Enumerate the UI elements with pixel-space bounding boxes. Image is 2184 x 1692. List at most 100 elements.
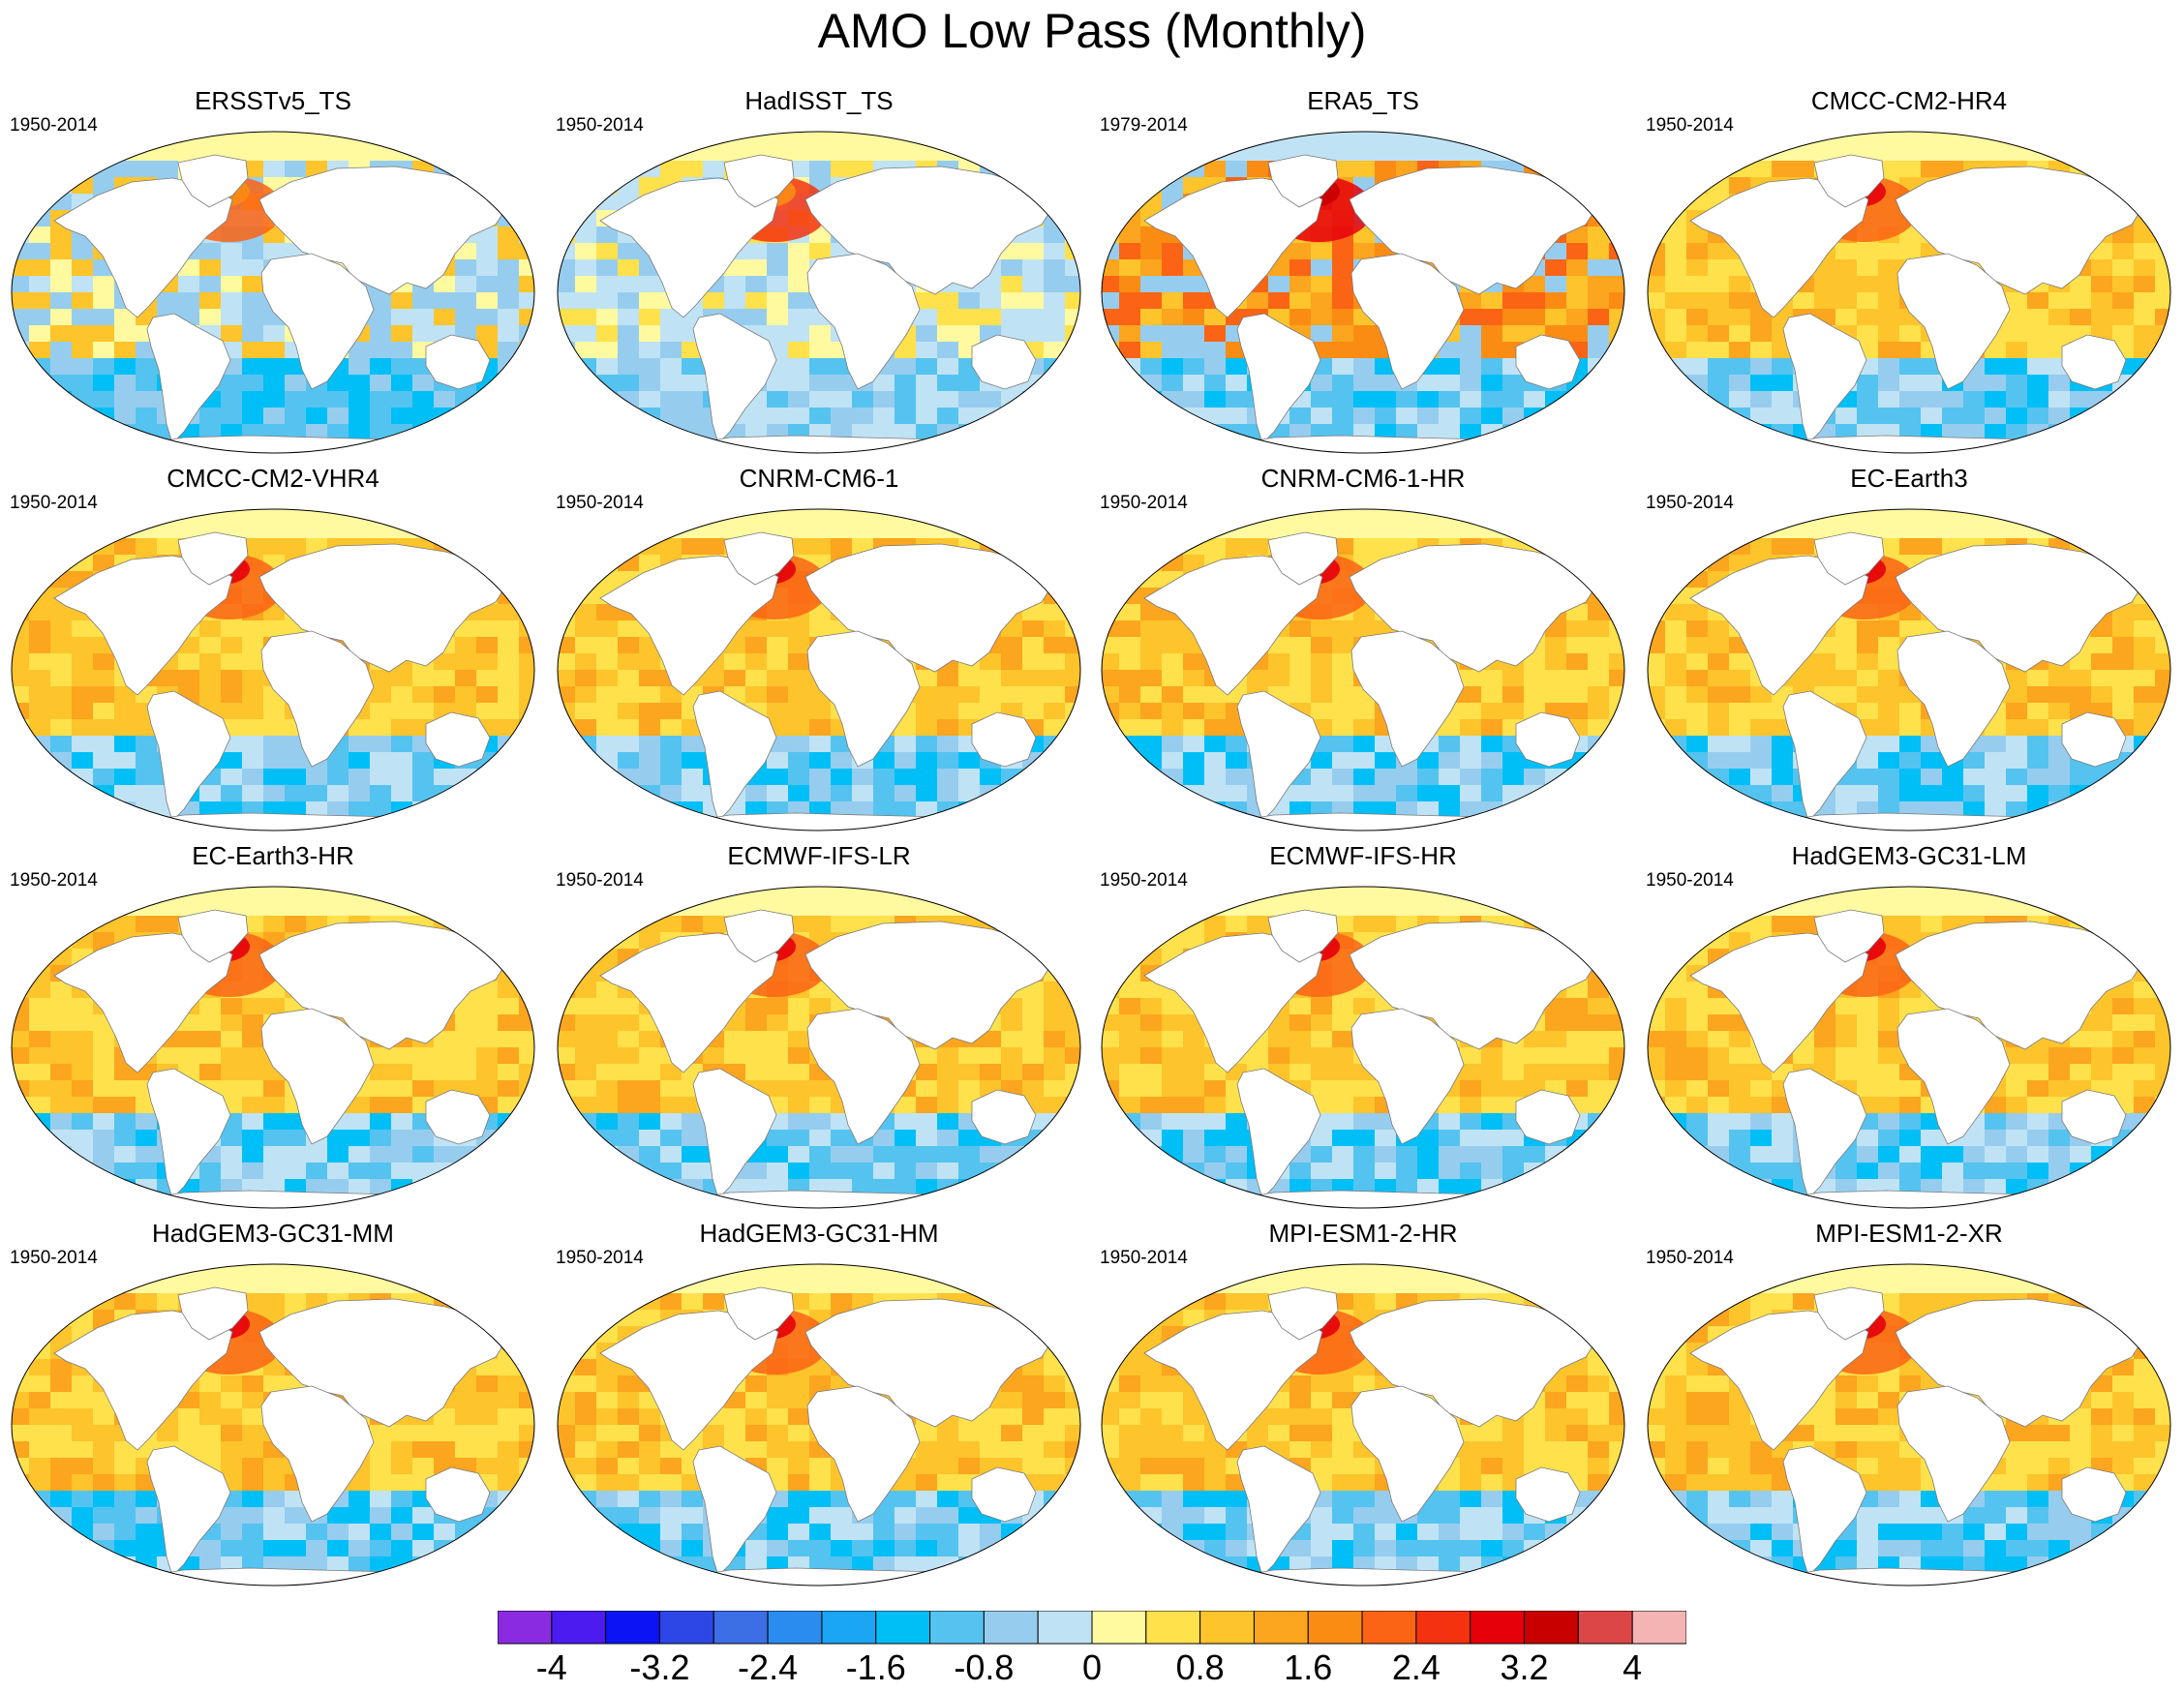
anomaly-cell bbox=[12, 358, 29, 375]
anomaly-cell bbox=[618, 342, 639, 358]
anomaly-cell bbox=[242, 391, 263, 408]
anomaly-cell bbox=[1708, 391, 1729, 408]
anomaly-cell bbox=[618, 509, 639, 522]
anomaly-cell bbox=[1140, 276, 1162, 292]
anomaly-cell bbox=[980, 670, 1001, 686]
anomaly-cell bbox=[242, 309, 263, 325]
anomaly-cell bbox=[1729, 292, 1750, 309]
anomaly-cell bbox=[93, 686, 114, 703]
anomaly-cell bbox=[1022, 177, 1044, 194]
anomaly-cell bbox=[1140, 132, 1162, 144]
anomaly-cell bbox=[1044, 620, 1065, 637]
anomaly-cell bbox=[114, 1080, 136, 1097]
anomaly-cell bbox=[285, 1146, 306, 1163]
anomaly-cell bbox=[1545, 637, 1566, 653]
anomaly-cell bbox=[618, 1097, 639, 1113]
anomaly-cell bbox=[618, 1080, 639, 1097]
anomaly-cell bbox=[12, 588, 29, 604]
anomaly-cell bbox=[1311, 276, 1332, 292]
anomaly-cell bbox=[2006, 144, 2027, 161]
anomaly-cell bbox=[1140, 522, 1162, 538]
anomaly-cell bbox=[1375, 144, 1396, 161]
anomaly-cell bbox=[558, 670, 575, 686]
anomaly-cell bbox=[1353, 358, 1375, 375]
map-panel: ECMWF-IFS-LR 1950-2014 bbox=[546, 840, 1092, 1218]
anomaly-cell bbox=[349, 1097, 370, 1113]
anomaly-cell bbox=[412, 391, 434, 408]
anomaly-cell bbox=[1119, 522, 1140, 538]
anomaly-cell bbox=[1044, 949, 1065, 965]
anomaly-cell bbox=[370, 1080, 391, 1097]
anomaly-cell bbox=[1545, 408, 1566, 424]
anomaly-cell bbox=[788, 522, 809, 538]
anomaly-cell bbox=[618, 801, 639, 818]
anomaly-cell bbox=[242, 1113, 263, 1130]
anomaly-cell bbox=[1183, 801, 1204, 818]
anomaly-cell bbox=[498, 637, 519, 653]
anomaly-cell bbox=[1022, 161, 1044, 177]
anomaly-cell bbox=[50, 358, 72, 375]
anomaly-cell bbox=[1686, 309, 1708, 325]
anomaly-cell bbox=[157, 670, 178, 686]
anomaly-cell bbox=[1183, 132, 1204, 144]
anomaly-cell bbox=[2134, 752, 2155, 769]
anomaly-cell bbox=[50, 1080, 72, 1097]
anomaly-cell bbox=[1708, 358, 1729, 375]
anomaly-cell bbox=[916, 818, 937, 831]
anomaly-cell bbox=[29, 259, 50, 276]
anomaly-cell bbox=[767, 391, 788, 408]
anomaly-cell bbox=[1140, 259, 1162, 276]
anomaly-cell bbox=[2091, 424, 2112, 440]
anomaly-cell bbox=[767, 509, 788, 522]
anomaly-cell bbox=[703, 440, 724, 453]
anomaly-cell bbox=[1665, 637, 1686, 653]
anomaly-cell bbox=[498, 1179, 519, 1195]
anomaly-cell bbox=[1119, 538, 1140, 555]
anomaly-cell bbox=[199, 1014, 221, 1031]
anomaly-cell bbox=[1566, 424, 1588, 440]
anomaly-cell bbox=[1102, 653, 1119, 670]
anomaly-cell bbox=[660, 342, 682, 358]
anomaly-cell bbox=[724, 899, 745, 916]
anomaly-cell bbox=[50, 982, 72, 998]
anomaly-cell bbox=[1396, 132, 1417, 144]
anomaly-cell bbox=[1353, 342, 1375, 358]
anomaly-cell bbox=[1481, 292, 1502, 309]
anomaly-cell bbox=[809, 785, 831, 801]
anomaly-cell bbox=[1162, 637, 1183, 653]
anomaly-cell bbox=[1247, 509, 1268, 522]
anomaly-cell bbox=[1857, 686, 1878, 703]
anomaly-cell bbox=[2134, 342, 2155, 358]
anomaly-cell bbox=[1772, 391, 1793, 408]
anomaly-cell bbox=[1183, 342, 1204, 358]
anomaly-cell bbox=[575, 538, 596, 555]
anomaly-cell bbox=[1648, 538, 1665, 555]
anomaly-cell bbox=[1332, 637, 1353, 653]
anomaly-cell bbox=[2006, 325, 2027, 342]
continent-australia bbox=[425, 334, 491, 390]
anomaly-cell bbox=[1665, 161, 1686, 177]
anomaly-cell bbox=[263, 1163, 285, 1179]
anomaly-cell bbox=[1226, 752, 1247, 769]
anomaly-cell bbox=[558, 801, 575, 818]
anomaly-cell bbox=[1289, 292, 1311, 309]
anomaly-cell bbox=[1524, 670, 1545, 686]
anomaly-cell bbox=[50, 1130, 72, 1146]
anomaly-cell bbox=[1204, 309, 1226, 325]
anomaly-cell bbox=[1226, 769, 1247, 785]
anomaly-cell bbox=[1204, 801, 1226, 818]
anomaly-cell bbox=[12, 965, 29, 982]
anomaly-cell bbox=[1183, 736, 1204, 752]
anomaly-cell bbox=[2112, 259, 2134, 276]
anomaly-cell bbox=[873, 769, 895, 785]
anomaly-cell bbox=[434, 686, 455, 703]
anomaly-cell bbox=[558, 653, 575, 670]
anomaly-cell bbox=[1665, 785, 1686, 801]
anomaly-cell bbox=[660, 719, 682, 736]
anomaly-cell bbox=[1044, 177, 1065, 194]
anomaly-cell bbox=[767, 408, 788, 424]
anomaly-cell bbox=[1183, 538, 1204, 555]
anomaly-cell bbox=[114, 325, 136, 342]
anomaly-cell bbox=[575, 210, 596, 227]
anomaly-cell bbox=[639, 769, 660, 785]
